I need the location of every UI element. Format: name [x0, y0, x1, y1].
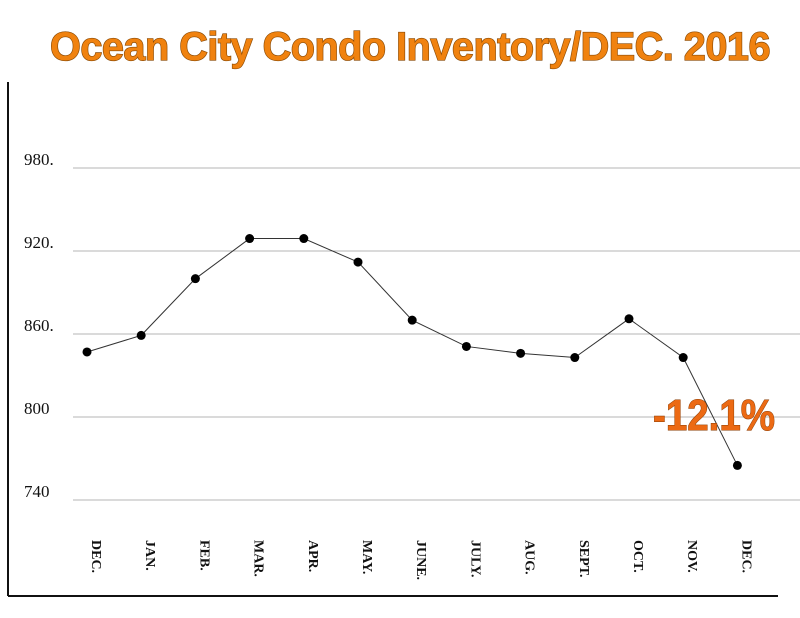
x-category-label: JUNE. [413, 540, 428, 580]
x-category-label: MAY. [359, 540, 374, 574]
y-tick-label: 980. [24, 150, 54, 169]
x-category-label: SEPT. [576, 540, 591, 577]
y-tick-label: 800 [24, 399, 50, 418]
x-category-label: FEB. [196, 540, 211, 571]
data-point [461, 341, 471, 351]
data-point [353, 257, 363, 267]
data-point [570, 353, 580, 363]
percent-change-annotation: -12.1% [653, 391, 775, 440]
data-point [732, 460, 742, 470]
data-point [245, 234, 255, 244]
data-point [190, 274, 200, 284]
x-axis-categories: DEC. JAN. FEB. MAR. APR. MAY. JUNE. JULY. AUG. SE… [88, 540, 753, 580]
x-category-label: OCT. [630, 540, 645, 573]
y-tick-label: 920. [24, 233, 54, 252]
data-points [82, 234, 742, 470]
x-category-label: MAR. [251, 540, 266, 577]
x-category-label: DEC. [88, 540, 103, 573]
x-category-label: DEC. [738, 540, 753, 573]
data-point [407, 315, 417, 325]
x-category-label: NOV. [684, 540, 699, 573]
data-point [82, 347, 92, 357]
x-category-label: APR. [305, 540, 320, 572]
y-tick-label: 860. [24, 316, 54, 335]
y-tick-label: 740 [24, 482, 50, 501]
data-point [136, 330, 146, 340]
x-category-label: JULY. [467, 540, 482, 578]
x-category-label: JAN. [142, 540, 157, 571]
gridlines [73, 167, 800, 501]
y-axis-ticks: 980. 920. 860. 800 740 [24, 150, 54, 501]
chart-title: Ocean City Condo Inventory/DEC. 2016 [50, 25, 770, 69]
data-point [624, 314, 634, 324]
x-category-label: AUG. [522, 540, 537, 575]
data-point [516, 348, 526, 358]
data-point [299, 234, 309, 244]
data-point [678, 353, 688, 363]
